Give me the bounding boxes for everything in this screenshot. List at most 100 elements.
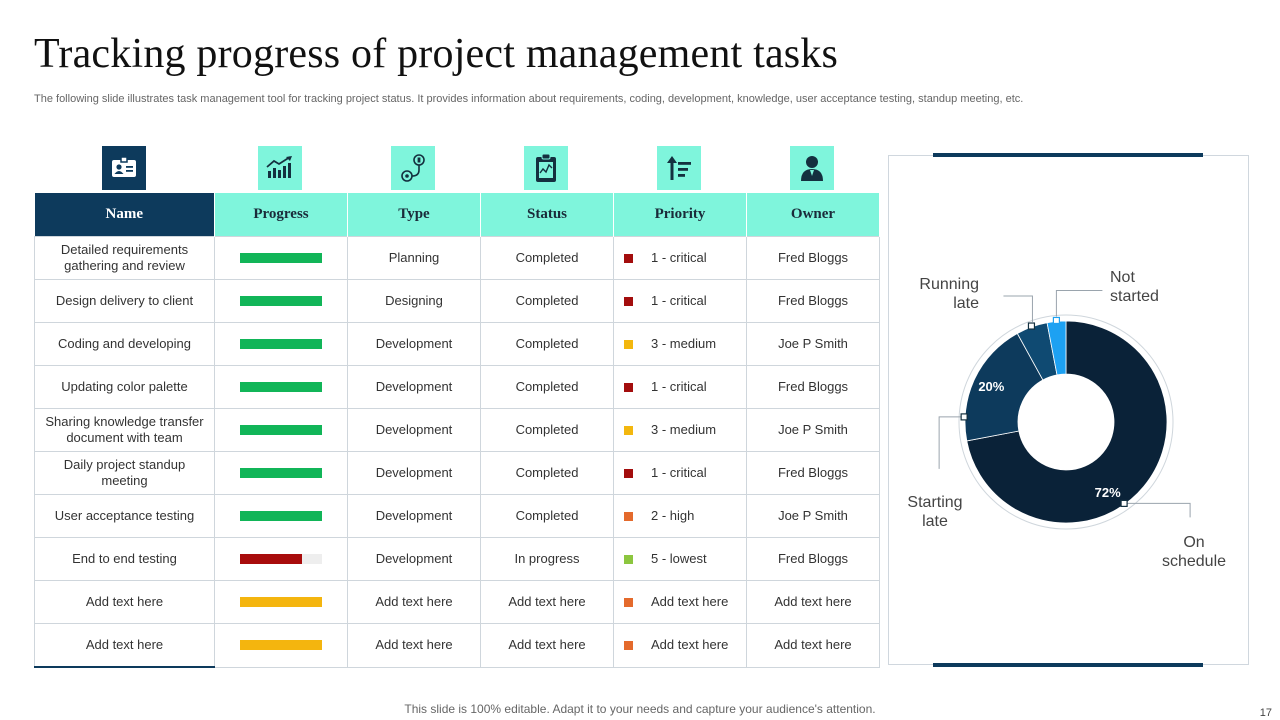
task-priority: 1 - critical: [651, 465, 707, 480]
callout-on-schedule-leader: [1127, 502, 1191, 518]
user-icon: [790, 146, 834, 190]
task-priority: Add text here: [651, 594, 729, 609]
task-type: Development: [347, 494, 481, 538]
table-row: Sharing knowledge transfer document with…: [34, 408, 880, 452]
task-name: Add text here: [34, 580, 215, 624]
panel-accent-top: [933, 153, 1203, 157]
priority-marker: [624, 425, 633, 435]
task-priority: 1 - critical: [651, 250, 707, 265]
progress-bar: [240, 425, 322, 435]
task-priority: 1 - critical: [651, 379, 707, 394]
task-table: Name Progress Type Status Priority Owner…: [34, 193, 880, 668]
table-row: Add text here Add text here Add text here A…: [34, 580, 880, 624]
progress-fill: [240, 468, 322, 478]
progress-fill: [240, 597, 322, 607]
task-name: Detailed requirements gathering and revi…: [34, 236, 215, 280]
status-donut-chart: 72% 20% Running late Not started Starting late O…: [907, 269, 1226, 570]
task-priority: 2 - high: [651, 508, 695, 523]
task-status: In progress: [480, 537, 614, 581]
growth-chart-icon: [258, 146, 302, 190]
callout-marker-on-schedule: [1120, 499, 1128, 507]
table-row: Updating color palette Development Complet…: [34, 365, 880, 409]
priority-marker: [624, 382, 633, 392]
task-owner: Joe P Smith: [746, 494, 880, 538]
header-status: Status: [480, 193, 614, 237]
priority-cell: 1 - critical: [613, 451, 747, 495]
priority-marker: [624, 253, 633, 263]
task-owner: Joe P Smith: [746, 322, 880, 366]
task-owner: Fred Bloggs: [746, 537, 880, 581]
priority-marker: [624, 554, 633, 564]
page-number: 17: [1259, 707, 1272, 719]
task-name: End to end testing: [34, 537, 215, 581]
progress-bar: [240, 511, 322, 521]
priority-marker: [624, 640, 633, 650]
priority-marker: [624, 511, 633, 521]
priority-cell: 5 - lowest: [613, 537, 747, 581]
priority-marker: [624, 597, 633, 607]
task-status: Completed: [480, 494, 614, 538]
priority-marker: [624, 468, 633, 478]
task-status: Add text here: [480, 580, 614, 624]
task-owner: Add text here: [746, 623, 880, 668]
slide-subtitle: The following slide illustrates task man…: [34, 93, 1024, 105]
donut-value-label: 72%: [1095, 485, 1121, 500]
progress-fill: [240, 339, 322, 349]
task-type: Designing: [347, 279, 481, 323]
column-icons-row: [34, 146, 879, 190]
task-name: Add text here: [34, 623, 215, 668]
progress-cell: [214, 537, 348, 581]
callout-starting-late-leader: [938, 416, 962, 469]
callout-not-started: Not started: [1110, 269, 1159, 305]
task-type: Planning: [347, 236, 481, 280]
slide-footer: This slide is 100% editable. Adapt it to…: [404, 702, 876, 716]
progress-cell: [214, 365, 348, 409]
progress-cell: [214, 408, 348, 452]
priority-cell: 1 - critical: [613, 236, 747, 280]
callout-marker-not-started: [1052, 316, 1061, 325]
table-row: Add text here Add text here Add text here A…: [34, 623, 880, 668]
progress-fill: [240, 296, 322, 306]
progress-cell: [214, 623, 348, 668]
table-row: Detailed requirements gathering and revi…: [34, 236, 880, 280]
header-priority: Priority: [613, 193, 747, 237]
task-status: Add text here: [480, 623, 614, 668]
progress-bar: [240, 597, 322, 607]
donut-slice-on-schedule: [966, 320, 1168, 524]
task-name: User acceptance testing: [34, 494, 215, 538]
task-type: Add text here: [347, 580, 481, 624]
progress-bar: [240, 296, 322, 306]
progress-fill: [240, 253, 322, 263]
table-row: Daily project standup meeting Development…: [34, 451, 880, 495]
priority-marker: [624, 339, 633, 349]
task-status: Completed: [480, 279, 614, 323]
priority-marker: [624, 296, 633, 306]
progress-cell: [214, 279, 348, 323]
task-status: Completed: [480, 408, 614, 452]
task-type: Development: [347, 408, 481, 452]
header-progress: Progress: [214, 193, 348, 237]
progress-bar: [240, 382, 322, 392]
workflow-icon: [391, 146, 435, 190]
progress-bar: [240, 253, 322, 263]
header-name: Name: [34, 193, 215, 237]
sort-priority-icon: [657, 146, 701, 190]
callout-starting-late: Starting late: [907, 494, 962, 530]
table-row: User acceptance testing Development Comple…: [34, 494, 880, 538]
task-priority: Add text here: [651, 637, 729, 653]
table-row: Coding and developing Development Complete…: [34, 322, 880, 366]
panel-accent-bottom: [933, 663, 1203, 667]
table-row: Design delivery to client Designing Comple…: [34, 279, 880, 323]
priority-cell: Add text here: [613, 580, 747, 624]
progress-fill: [240, 382, 322, 392]
priority-cell: 1 - critical: [613, 365, 747, 409]
task-owner: Add text here: [746, 580, 880, 624]
table-header-row: Name Progress Type Status Priority Owner: [34, 193, 880, 237]
progress-bar: [240, 640, 322, 651]
task-name: Design delivery to client: [34, 279, 215, 323]
task-status: Completed: [480, 236, 614, 280]
progress-bar: [240, 468, 322, 478]
donut-slice-starting-late: [964, 332, 1044, 442]
progress-fill: [240, 640, 322, 651]
task-type: Add text here: [347, 623, 481, 668]
